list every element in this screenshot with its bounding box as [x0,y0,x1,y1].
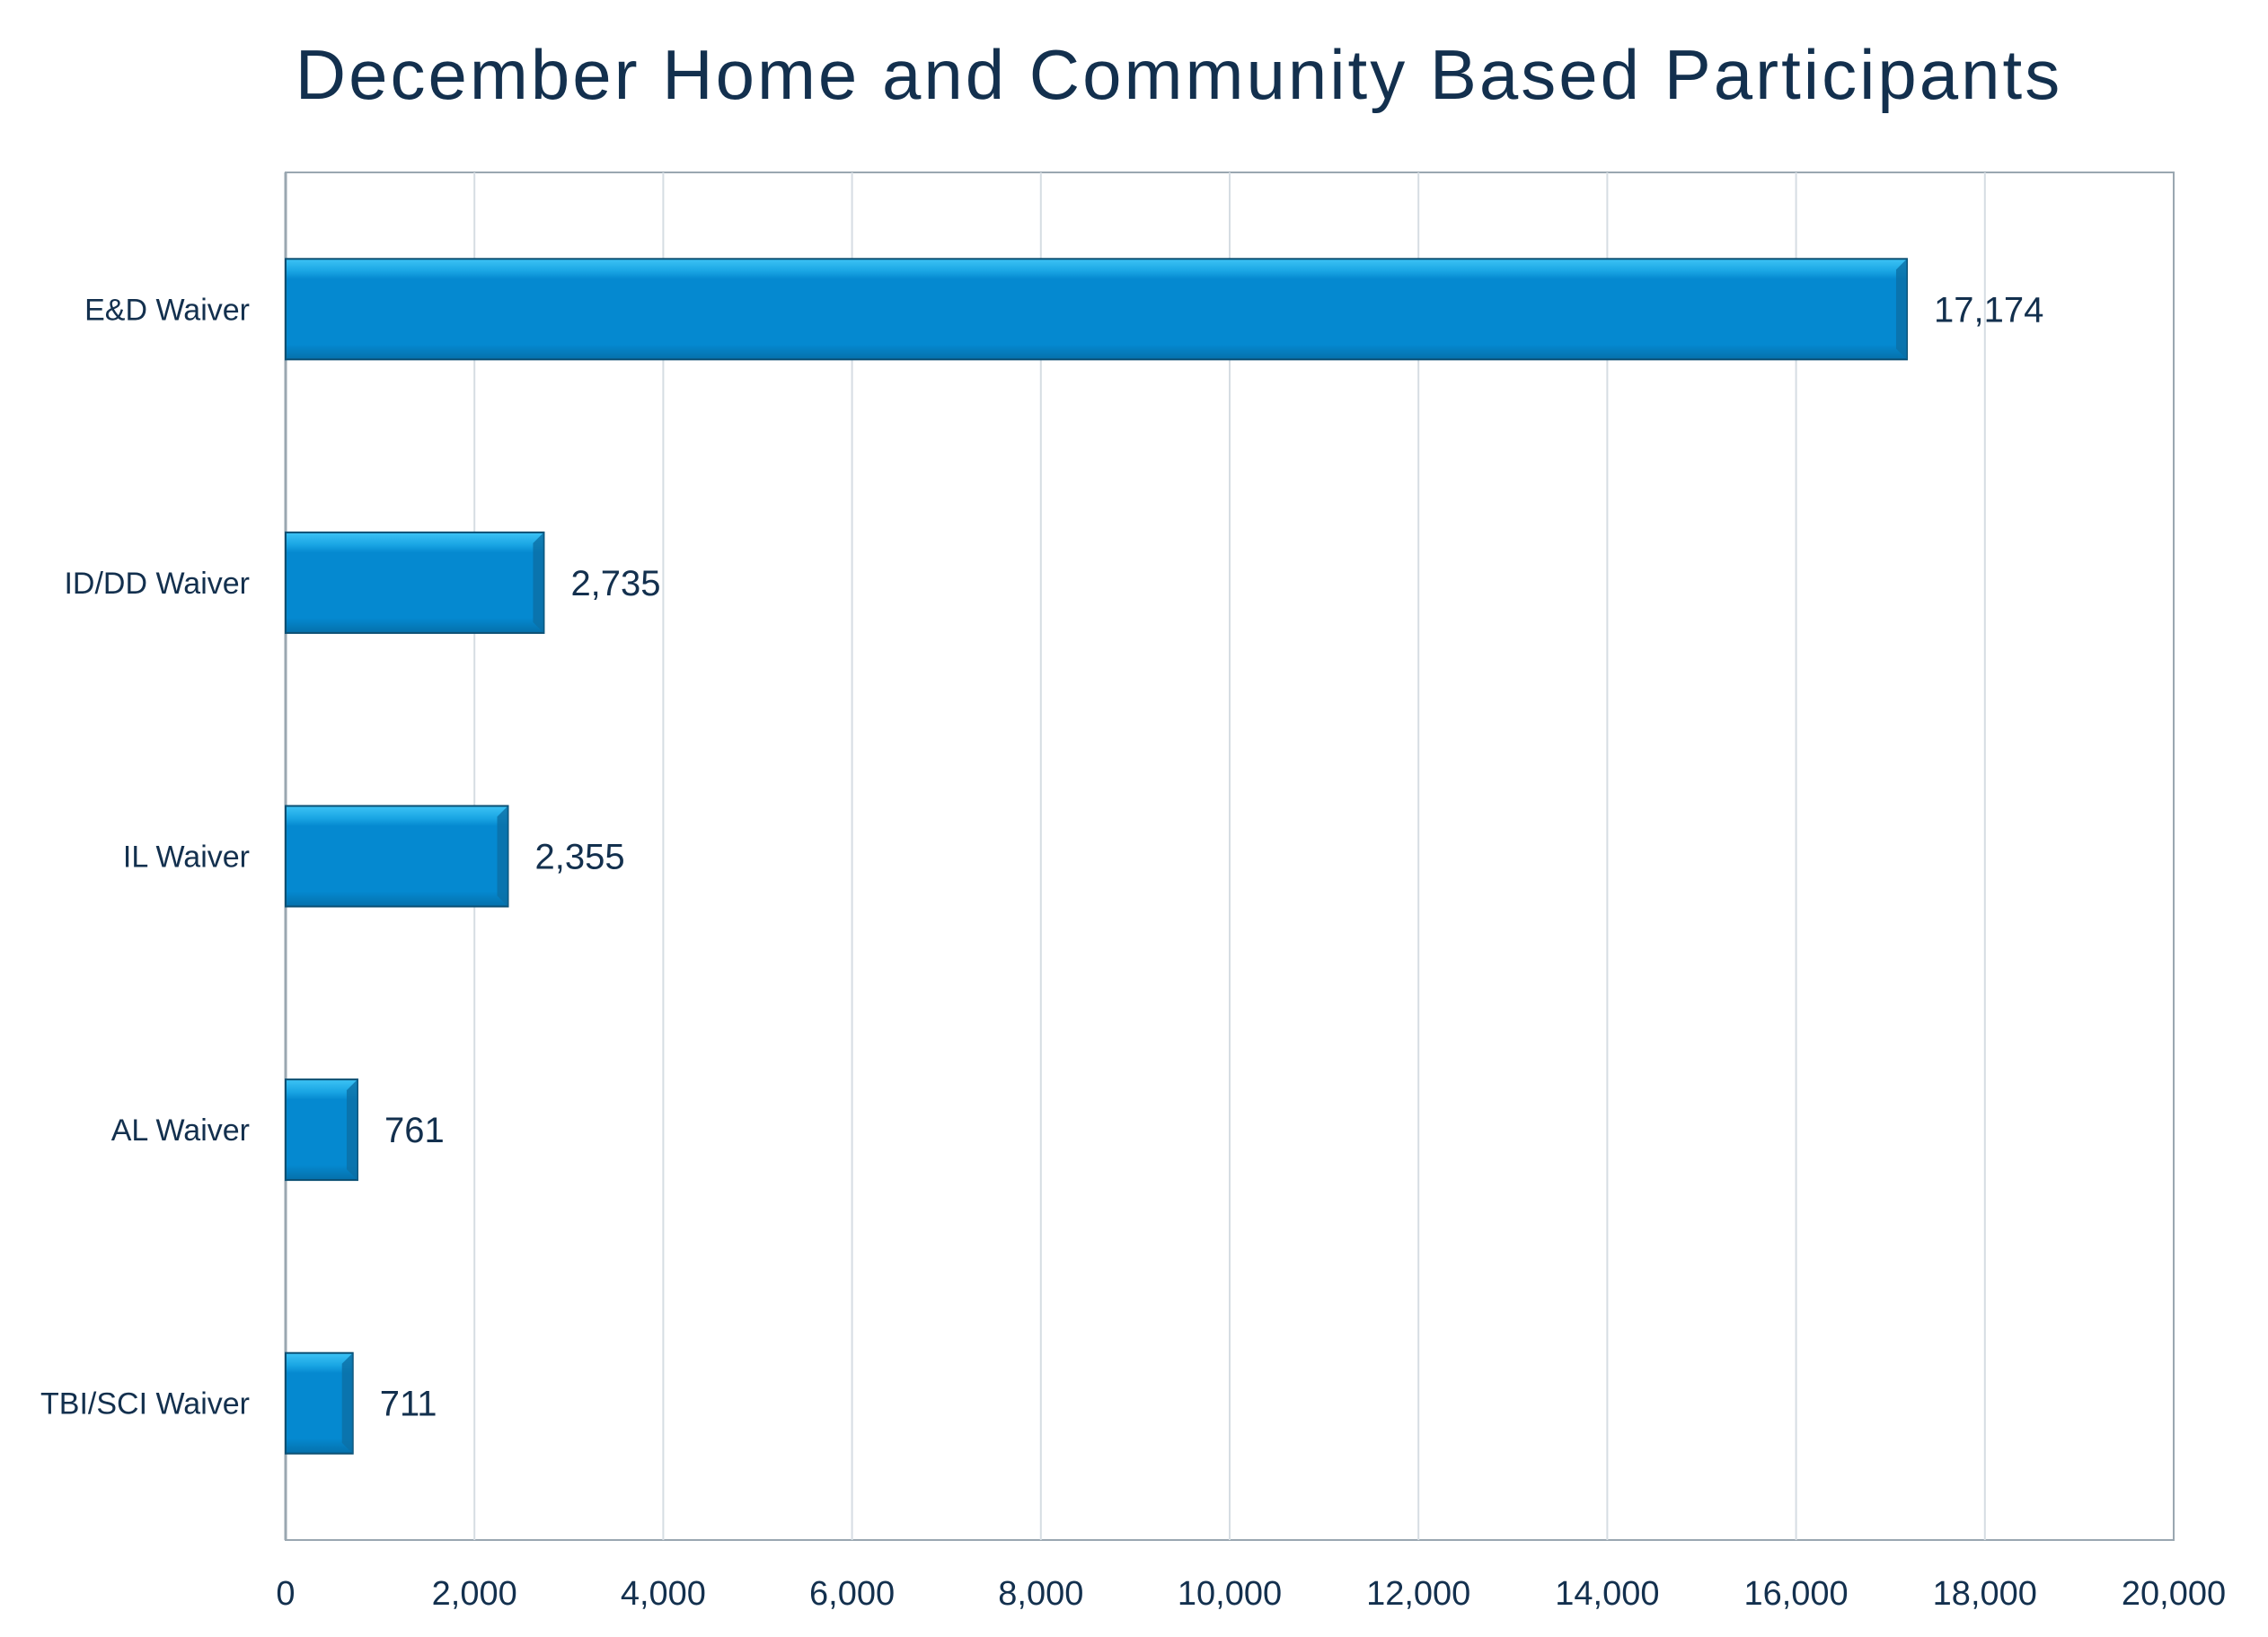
category-label: AL Waiver [111,1113,250,1148]
data-label: 711 [380,1385,437,1424]
bar[interactable] [285,258,1908,361]
x-tick-label: 20,000 [2122,1575,2226,1613]
bar[interactable] [285,531,545,634]
x-tick-label: 18,000 [1933,1575,2037,1613]
chart-title: December Home and Community Based Partic… [295,35,2063,114]
data-label: 761 [384,1111,445,1150]
x-tick-label: 12,000 [1366,1575,1470,1613]
data-label: 2,355 [535,838,625,877]
bar[interactable] [285,1078,358,1182]
x-tick-label: 10,000 [1178,1575,1282,1613]
bar[interactable] [285,805,509,908]
x-tick-label: 8,000 [998,1575,1083,1613]
x-tick-label: 6,000 [809,1575,895,1613]
data-label: 17,174 [1934,290,2043,330]
category-label: IL Waiver [123,841,250,875]
category-label: E&D Waiver [84,293,250,327]
category-label: TBI/SCI Waiver [40,1387,250,1421]
x-tick-label: 2,000 [432,1575,517,1613]
category-label: ID/DD Waiver [64,567,250,601]
x-tick-label: 0 [276,1575,295,1613]
x-tick-label: 14,000 [1555,1575,1659,1613]
x-tick-label: 4,000 [621,1575,706,1613]
x-tick-label: 16,000 [1743,1575,1848,1613]
bar[interactable] [285,1351,354,1455]
data-label: 2,735 [570,564,660,603]
